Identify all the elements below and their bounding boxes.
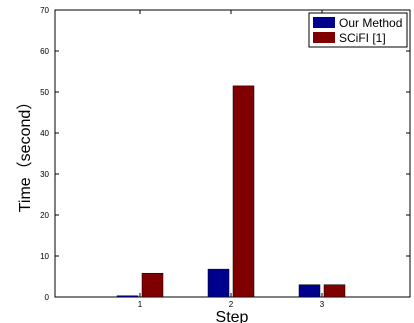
x-axis-title: Step [216,309,249,323]
legend-swatch-scifi [313,32,335,43]
y-tick-label: 30 [40,170,49,179]
y-tick-label: 10 [40,252,49,261]
y-tick-label: 0 [45,293,50,302]
y-axis-title: Time（second） [16,94,34,213]
y-tick-label: 40 [40,129,49,138]
y-tick-label: 20 [40,211,49,220]
x-axis-ticks: 1 2 3 [138,10,325,309]
legend-label-scifi: SCiFI [1] [339,31,386,45]
bar-scifi-step-2 [232,85,255,298]
plot-area [54,9,411,298]
y-tick-label: 60 [40,47,49,56]
x-tick-label: 1 [138,300,143,309]
legend-swatch-our-method [313,17,335,28]
x-tick-label: 3 [320,300,325,309]
bar-scifi-step-3 [323,284,346,298]
bars-group [116,85,346,298]
legend-label-our-method: Our Method [339,16,402,30]
y-tick-label: 50 [40,88,49,97]
legend: Our Method SCiFI [1] [308,12,408,48]
bar-our-method-step-3 [298,284,321,298]
y-tick-label: 70 [40,6,49,15]
bar-our-method-step-1 [116,295,139,298]
bar-our-method-step-2 [207,268,230,298]
bar-scifi-step-1 [141,272,164,298]
x-tick-label: 2 [229,300,234,309]
y-axis-ticks: 0 10 20 30 40 50 60 70 [40,6,410,302]
